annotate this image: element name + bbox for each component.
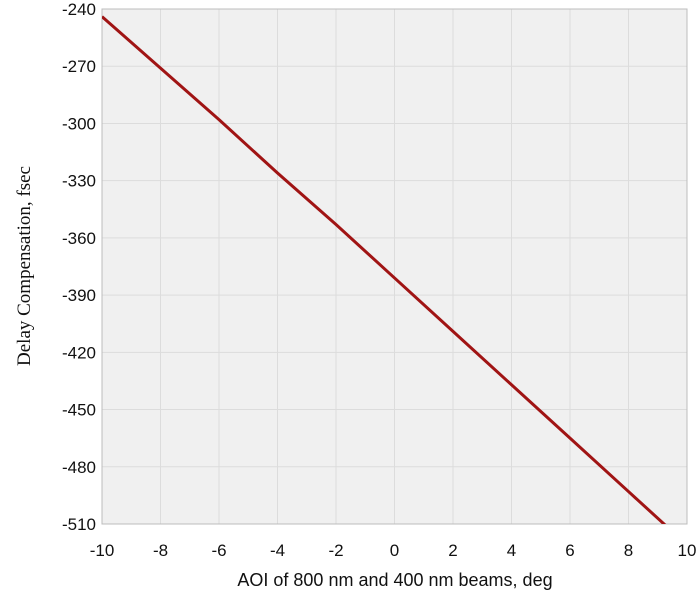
y-tick-label: -480 <box>62 458 96 477</box>
y-tick-label: -390 <box>62 286 96 305</box>
x-axis-title: AOI of 800 nm and 400 nm beams, deg <box>237 570 552 590</box>
x-tick-label: 8 <box>624 541 633 560</box>
x-tick-label: -6 <box>211 541 226 560</box>
series-line-0 <box>102 15 667 524</box>
x-tick-label: 0 <box>390 541 399 560</box>
x-tick-label: -2 <box>328 541 343 560</box>
x-tick-label: -8 <box>153 541 168 560</box>
y-tick-label: -450 <box>62 401 96 420</box>
x-tick-label: 4 <box>507 541 516 560</box>
series-group <box>102 15 667 524</box>
y-tick-label: -330 <box>62 172 96 191</box>
x-tick-label: 2 <box>448 541 457 560</box>
y-axis-title: Delay Compensation, fsec <box>14 166 35 366</box>
plot-frame <box>101 8 688 525</box>
y-tick-label: -510 <box>62 515 96 534</box>
x-tick-label: -10 <box>90 541 115 560</box>
y-tick-label: -240 <box>62 0 96 19</box>
y-tick-label: -360 <box>62 229 96 248</box>
y-tick-label: -270 <box>62 57 96 76</box>
x-tick-label: 6 <box>565 541 574 560</box>
x-tick-label: 10 <box>678 541 697 560</box>
y-axis-ticks: -240 -270 -300 -330 -360 -390 -420 -450 -480 -510 <box>62 0 96 534</box>
grid-lines <box>102 9 687 524</box>
y-tick-label: -420 <box>62 343 96 362</box>
x-axis-ticks: -10 -8 -6 -4 -2 0 2 4 6 8 10 <box>90 541 697 560</box>
y-tick-label: -300 <box>62 114 96 133</box>
x-tick-label: -4 <box>270 541 285 560</box>
